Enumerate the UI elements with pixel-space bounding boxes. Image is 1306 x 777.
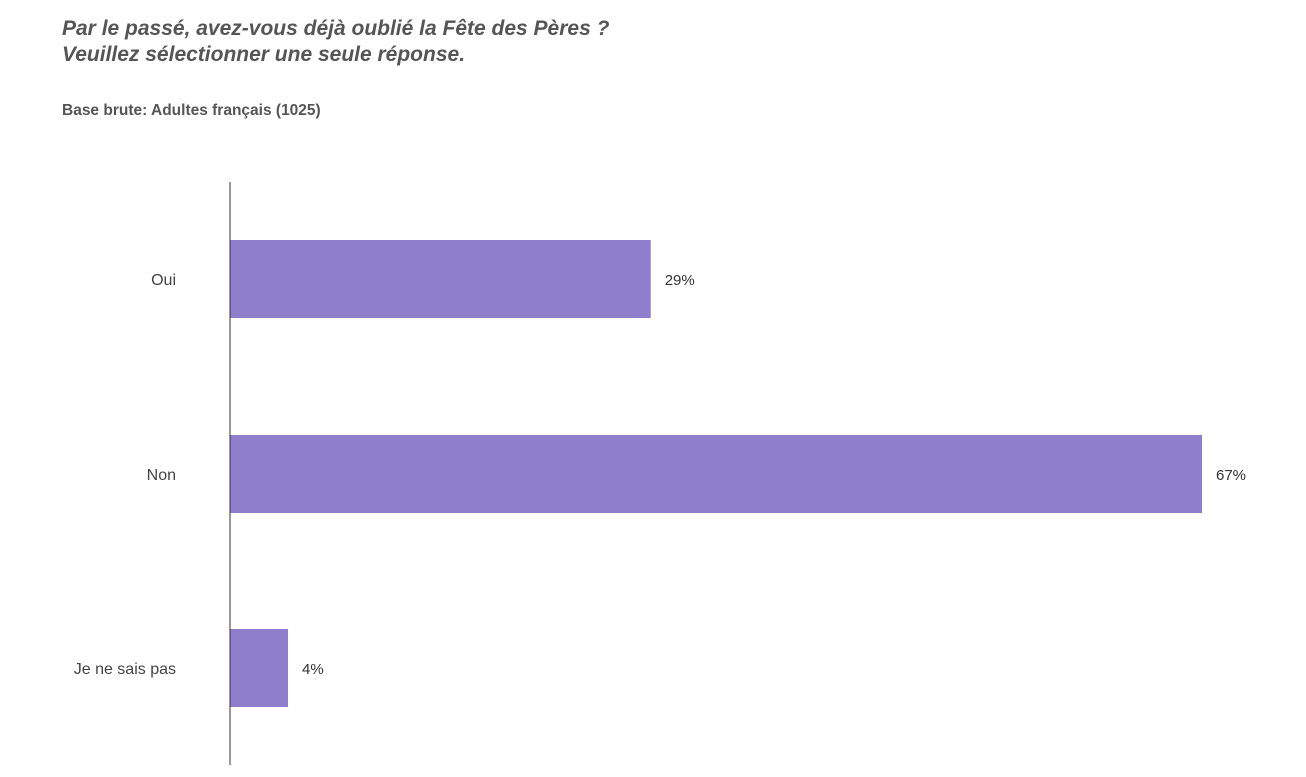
bar-0 — [230, 240, 651, 318]
bar-1 — [230, 435, 1202, 513]
chart-title: Par le passé, avez-vous déjà oublié la F… — [62, 16, 609, 68]
category-label-1: Non — [147, 467, 176, 484]
value-label-2: 4% — [302, 661, 324, 678]
bars-layer: Oui 29% Non 67% Je ne sais pas 4% — [74, 240, 1246, 707]
chart-title-line-2: Veuillez sélectionner une seule réponse. — [62, 43, 466, 66]
category-label-0: Oui — [151, 272, 176, 289]
value-label-1: 67% — [1216, 467, 1246, 484]
value-label-0: 29% — [665, 272, 695, 289]
category-label-2: Je ne sais pas — [74, 661, 176, 678]
base-sample-label: Base brute: Adultes français (1025) — [62, 102, 321, 119]
bar-2 — [230, 629, 289, 707]
chart-title-line-1: Par le passé, avez-vous déjà oublié la F… — [62, 17, 610, 40]
